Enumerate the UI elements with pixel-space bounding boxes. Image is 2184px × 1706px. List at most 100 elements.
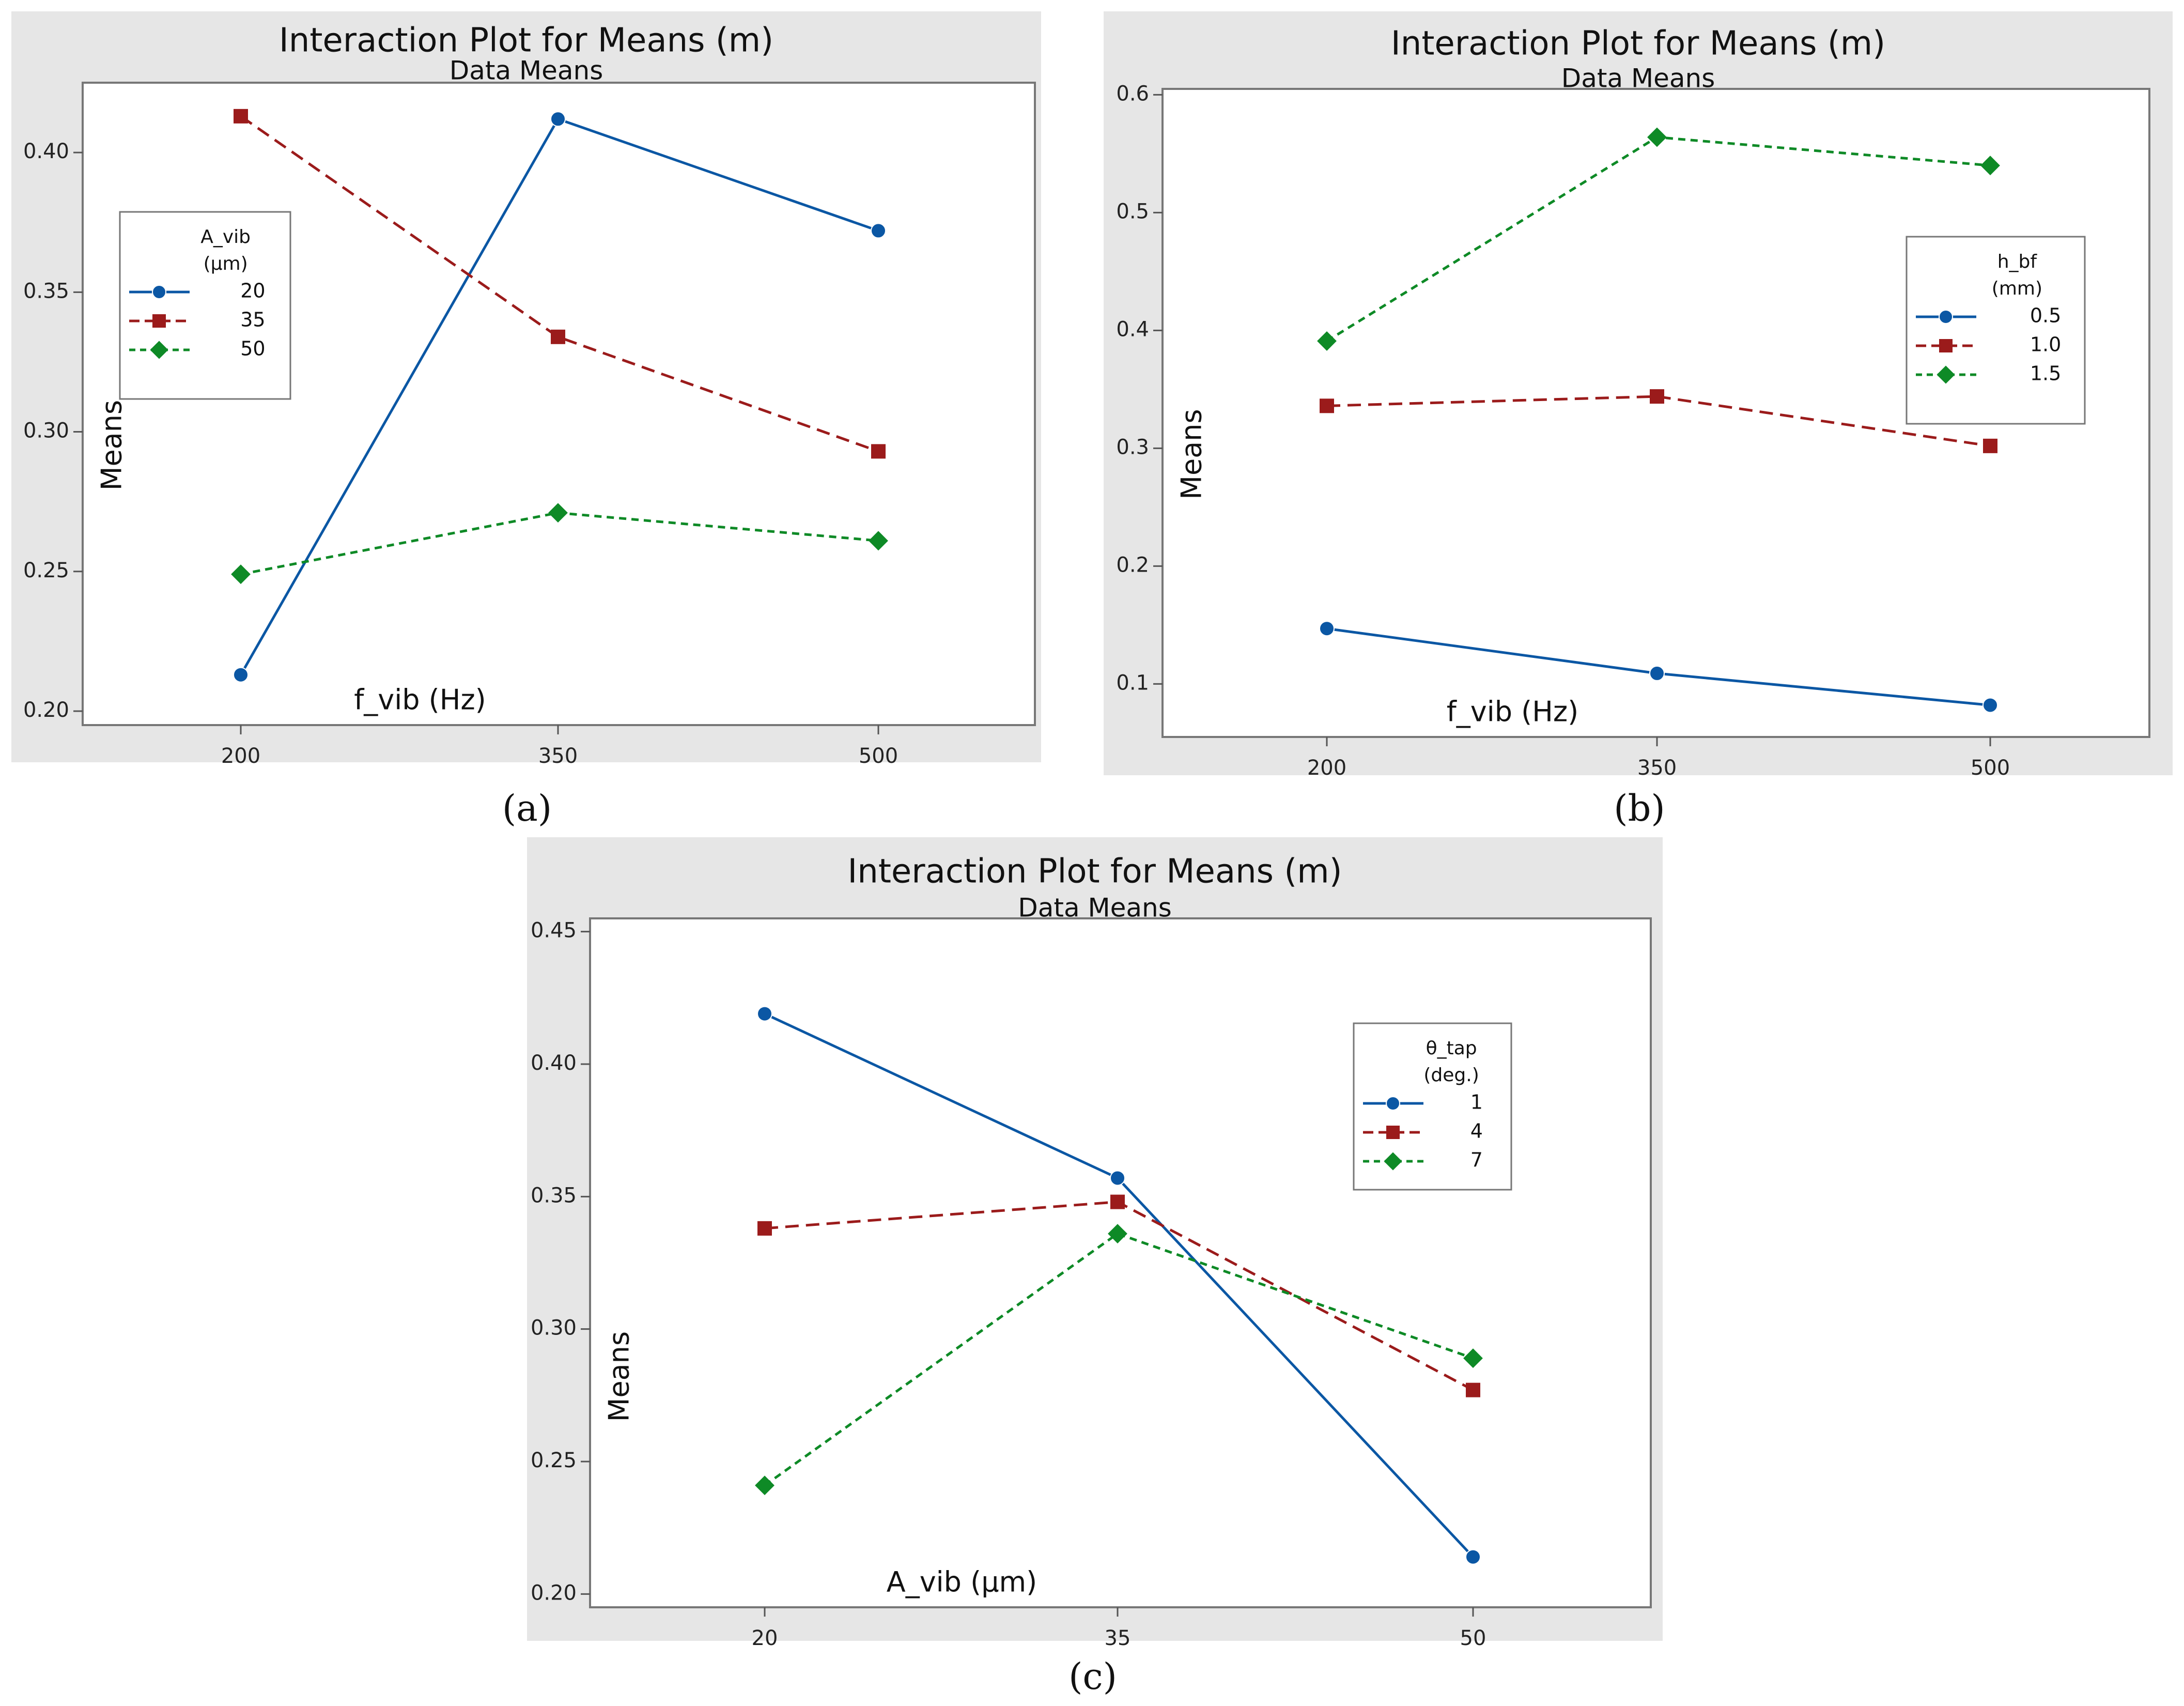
chart-subtitle: Data Means [450, 56, 603, 86]
legend-marker-35 [152, 314, 166, 328]
legend-label-35: 35 [240, 309, 265, 331]
chart-title: Interaction Plot for Means (m) [847, 853, 1342, 891]
data-point-4-35 [1110, 1194, 1125, 1209]
legend-marker-20 [152, 285, 166, 299]
legend-title: θ_tap [1426, 1038, 1477, 1059]
data-point-1.5-350 [1647, 127, 1667, 147]
legend-label-50: 50 [240, 337, 265, 360]
legend-marker-1 [1386, 1096, 1400, 1111]
x-tick-label: 500 [1971, 756, 2010, 780]
legend-box [119, 211, 291, 400]
x-tick-label: 35 [1105, 1626, 1131, 1650]
data-point-20-500 [871, 223, 886, 239]
data-point-0.5-500 [1982, 697, 1998, 713]
data-point-35-500 [871, 444, 886, 459]
y-tick-label: 0.3 [1116, 435, 1149, 459]
legend-label-1: 1 [1470, 1091, 1483, 1114]
chart-panel-2: Interaction Plot for Means (m)Data Means… [1104, 11, 2173, 829]
chart-title: Interaction Plot for Means (m) [1391, 25, 1885, 63]
legend: A_vib (µm) 20 35 50 [119, 211, 291, 400]
data-point-35-200 [234, 109, 248, 124]
data-point-35-350 [551, 329, 565, 344]
x-axis-label: f_vib (Hz) [1447, 696, 1579, 728]
plot-area [589, 917, 1652, 1608]
series-line-35 [240, 115, 879, 453]
y-tick-label: 0.25 [531, 1449, 577, 1472]
data-point-1-35 [1110, 1170, 1125, 1186]
x-axis-label: A_vib (µm) [887, 1566, 1037, 1599]
data-point-7-50 [1463, 1348, 1483, 1368]
y-tick-label: 0.4 [1116, 317, 1149, 341]
series-line-1.0 [1326, 395, 1991, 448]
x-tick-label: 350 [538, 744, 578, 768]
plot-area [82, 82, 1036, 726]
y-tick-label: 0.40 [531, 1051, 577, 1075]
chart-panel-1: Interaction Plot for Means (m)Data Means… [11, 11, 1041, 829]
panel-letter: (c) [1068, 1655, 1117, 1698]
legend-marker-1.5 [1937, 365, 1955, 384]
legend-label-20: 20 [240, 280, 265, 302]
data-point-4-50 [1466, 1382, 1480, 1397]
y-tick-label: 0.35 [23, 279, 69, 303]
chart-panel-3: Interaction Plot for Means (m)Data Means… [527, 837, 1663, 1698]
x-tick-label: 50 [1460, 1626, 1486, 1650]
legend-marker-1.0 [1939, 339, 1953, 352]
legend-marker-7 [1384, 1152, 1402, 1171]
data-point-1.0-500 [1983, 438, 1997, 453]
y-tick-label: 0.25 [23, 559, 69, 582]
data-point-1.0-350 [1650, 389, 1664, 404]
legend-label-1.5: 1.5 [2030, 362, 2061, 385]
x-tick-label: 500 [859, 744, 898, 768]
y-axis-label: Means [1175, 409, 1208, 499]
legend-label-0.5: 0.5 [2030, 304, 2061, 327]
y-tick-label: 0.20 [531, 1581, 577, 1605]
data-point-1-50 [1465, 1549, 1481, 1565]
data-point-20-200 [233, 667, 249, 683]
y-tick-label: 0.1 [1116, 671, 1149, 695]
legend-unit: (µm) [204, 253, 248, 274]
data-point-4-20 [757, 1221, 772, 1236]
legend-box [1906, 236, 2086, 425]
data-point-1.5-500 [1980, 156, 2000, 176]
legend-title: h_bf [1997, 251, 2038, 272]
legend-marker-0.5 [1939, 310, 1953, 324]
y-tick-label: 0.2 [1116, 553, 1149, 577]
legend-unit: (deg.) [1423, 1065, 1479, 1086]
data-point-0.5-200 [1319, 621, 1335, 637]
legend-label-4: 4 [1470, 1120, 1483, 1143]
data-point-7-35 [1108, 1224, 1127, 1244]
data-point-50-500 [869, 531, 888, 551]
panel-letter: (b) [1614, 787, 1665, 829]
legend-title: A_vib [200, 226, 251, 248]
legend-label-7: 7 [1470, 1149, 1483, 1172]
legend-marker-4 [1386, 1126, 1400, 1139]
y-tick-label: 0.20 [23, 698, 69, 722]
legend-label-1.0: 1.0 [2030, 333, 2061, 356]
chart-subtitle: Data Means [1561, 64, 1715, 94]
data-point-7-20 [755, 1476, 775, 1496]
x-axis-label: f_vib (Hz) [354, 684, 486, 716]
data-point-20-350 [550, 111, 566, 127]
data-point-1.0-200 [1320, 398, 1334, 413]
x-tick-label: 350 [1637, 756, 1677, 780]
legend-marker-50 [150, 341, 168, 359]
y-tick-label: 0.40 [23, 140, 69, 163]
y-tick-label: 0.35 [531, 1184, 577, 1207]
panel-letter: (a) [502, 787, 552, 829]
data-point-50-350 [548, 503, 568, 523]
legend: θ_tap (deg.) 1 4 7 [1353, 1022, 1512, 1191]
chart-subtitle: Data Means [1018, 893, 1172, 923]
series-line-7 [764, 1232, 1474, 1487]
x-tick-label: 20 [752, 1626, 778, 1650]
data-point-0.5-350 [1649, 665, 1665, 681]
y-tick-label: 0.6 [1116, 82, 1149, 105]
y-tick-label: 0.45 [531, 919, 577, 943]
legend: h_bf (mm) 0.5 1.0 1.5 [1906, 236, 2086, 425]
data-point-1.5-200 [1317, 331, 1337, 351]
x-tick-label: 200 [1307, 756, 1346, 780]
y-axis-label: Means [96, 400, 128, 490]
y-tick-label: 0.30 [531, 1316, 577, 1340]
y-axis-label: Means [603, 1331, 636, 1422]
data-point-50-200 [231, 564, 251, 585]
